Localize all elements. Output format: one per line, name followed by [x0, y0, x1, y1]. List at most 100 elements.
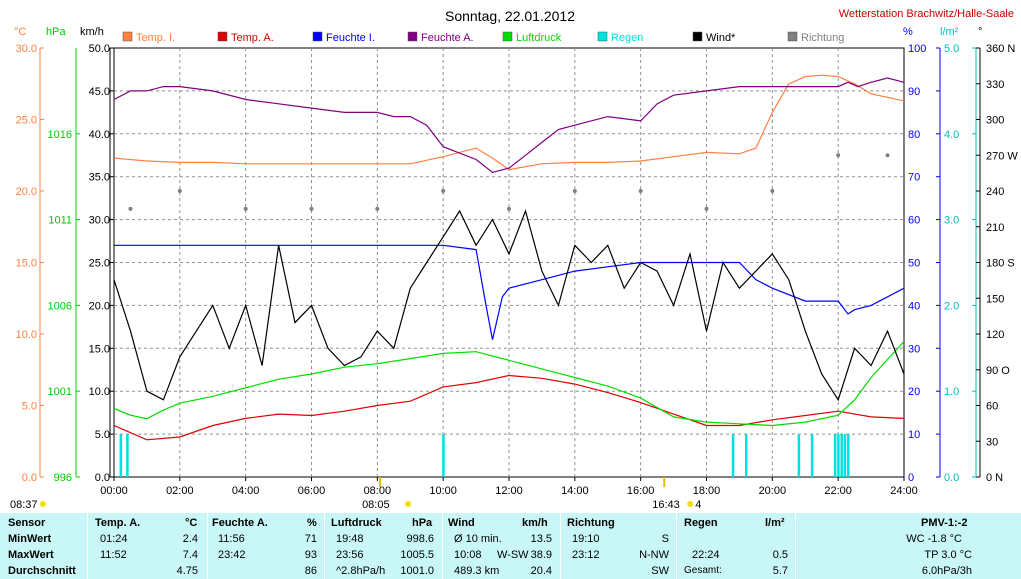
- direction-point: [572, 189, 577, 193]
- wind-axis-tick-label: 15.0: [89, 343, 110, 355]
- rain-bar: [731, 434, 735, 477]
- press-unit-head: hPa: [412, 517, 433, 529]
- x-tick-label: 16:00: [627, 485, 655, 497]
- wind-unit-head: km/h: [522, 517, 548, 529]
- direction-axis-tick-label: 330: [986, 79, 1004, 91]
- series-line-feuchte-i: [114, 244, 905, 340]
- pressure-axis-tick-label: 996: [54, 472, 72, 484]
- cell: 23:42: [218, 549, 246, 561]
- cell: 01:24: [100, 533, 128, 545]
- table-row-max: MaxWert 11:52 7.4 23:42 93 23:56 1005.5 …: [0, 549, 1021, 563]
- series-line-wind: [113, 209, 905, 402]
- direction-point: [638, 189, 643, 193]
- legend-label: Temp. A.: [231, 32, 274, 44]
- cell: 23:12: [572, 549, 600, 561]
- x-tick-label: 06:00: [298, 485, 326, 497]
- direction-axis-tick-label: 150: [986, 293, 1004, 305]
- cell: Gesamt:: [684, 565, 722, 576]
- wind-head: Wind: [448, 517, 475, 529]
- chart-legend: Temp. I. Temp. A. Feuchte I. Feuchte A. Luft…: [122, 31, 844, 44]
- x-tick-label: 10:00: [429, 485, 457, 497]
- weather-chart: Sonntag, 22.01.2012 Wetterstation Brachw…: [10, 8, 1019, 511]
- direction-point: [243, 206, 248, 211]
- cell: 11:56: [218, 533, 245, 545]
- cell: N-NW: [639, 549, 669, 561]
- cell: 1005.5: [400, 549, 434, 561]
- wind-axis-tick-label: 30.0: [89, 215, 110, 227]
- direction-axis-tick-label: 30: [986, 436, 998, 448]
- rain-bar: [833, 434, 837, 477]
- legend-label: Temp. I.: [136, 32, 175, 44]
- legend-swatch: [597, 31, 608, 42]
- direction-point: [309, 206, 314, 211]
- cell: 71: [304, 533, 317, 545]
- x-tick-label: 12:00: [495, 485, 523, 497]
- pressure-axis-tick-label: 1016: [48, 129, 72, 141]
- cell: 4.75: [176, 565, 198, 577]
- chart-axes: 00:00 02:00 04:00 06:00 08:00 10:00 12:00 14:00…: [16, 43, 1019, 497]
- wind-axis-tick-label: 5.0: [95, 429, 110, 441]
- hum-head: Feuchte A.: [212, 517, 268, 529]
- max-marker-label: 4: [695, 499, 701, 511]
- humidity-axis-tick-label: 10: [908, 429, 920, 441]
- rain-unit-head: l/m²: [765, 517, 785, 529]
- rain-bar: [442, 434, 445, 477]
- cell: 1001.0: [400, 565, 434, 577]
- series-line-temp-a: [113, 374, 905, 441]
- humidity-axis-tick-label: 40: [908, 300, 920, 312]
- press-head: Luftdruck: [331, 517, 382, 529]
- rain-bar: [810, 434, 814, 477]
- x-tick-label: 18:00: [693, 485, 721, 497]
- row-label: Durchschnitt: [8, 565, 76, 577]
- rain-axis-tick-label: 3.0: [944, 215, 959, 227]
- temp-axis-tick-label: 30.0: [16, 43, 37, 55]
- pmv-head: PMV-1:-2: [921, 517, 968, 529]
- wind-axis-tick-label: 50.0: [89, 43, 110, 55]
- sunset-label: 16:43: [652, 499, 680, 511]
- temp-axis-tick-label: 25.0: [16, 115, 37, 127]
- direction-axis-tick-label: 270 W: [986, 150, 1018, 162]
- humidity-axis-tick-label: 80: [908, 129, 920, 141]
- chart-grid: [113, 47, 905, 478]
- legend-swatch: [502, 31, 513, 42]
- wind-axis-tick-label: 40.0: [89, 129, 110, 141]
- rain-bar: [126, 434, 129, 477]
- direction-point: [885, 153, 890, 158]
- temp-head: Temp. A.: [95, 517, 141, 529]
- rain-axis-tick-label: 5.0: [944, 43, 959, 55]
- rain-bar: [797, 434, 801, 477]
- statistics-table: Sensor Temp. A. °C Feuchte A. % Luftdruc…: [0, 513, 1021, 579]
- rain-axis-tick-label: 2.0: [944, 300, 959, 312]
- direction-axis-tick-label: 240: [986, 186, 1004, 198]
- table-row-avg: Durchschnitt 4.75 86 ^2.8hPa/h 1001.0 48…: [0, 565, 1021, 579]
- cell: 11:52: [100, 549, 127, 561]
- direction-point: [128, 206, 133, 211]
- row-label: MaxWert: [8, 549, 54, 561]
- direction-axis-tick-label: 180 S: [986, 258, 1015, 270]
- plot-frame: [113, 47, 905, 478]
- humidity-axis-tick-label: 90: [908, 86, 920, 98]
- legend-label: Feuchte A.: [421, 32, 474, 44]
- sunrise-label: 08:05: [362, 499, 390, 511]
- temp-unit-head: °C: [185, 517, 198, 529]
- cell: 93: [304, 549, 317, 561]
- legend-label: Feuchte I.: [326, 32, 375, 44]
- hum-unit-head: %: [307, 517, 317, 529]
- cell: 86: [304, 565, 317, 577]
- legend-swatch: [217, 31, 228, 42]
- cell: 489.3 km: [454, 565, 500, 577]
- humidity-axis-tick-label: 50: [908, 258, 920, 270]
- cell: W-SW: [497, 549, 529, 561]
- station-name: Wetterstation Brachwitz/Halle-Saale: [839, 8, 1014, 20]
- pressure-axis-tick-label: 1001: [48, 386, 72, 398]
- cell: 13.5: [530, 533, 552, 545]
- rain-unit: l/m²: [940, 26, 959, 38]
- row-label: MinWert: [8, 533, 52, 545]
- cell: WC -1.8 °C: [906, 533, 962, 545]
- x-tick-label: 22:00: [824, 485, 852, 497]
- x-tick-label: 02:00: [166, 485, 194, 497]
- wind-axis-tick-label: 0.0: [95, 472, 110, 484]
- direction-axis-tick-label: 300: [986, 115, 1004, 127]
- pressure-unit: hPa: [46, 26, 66, 38]
- series-line-luftdruck: [113, 340, 905, 427]
